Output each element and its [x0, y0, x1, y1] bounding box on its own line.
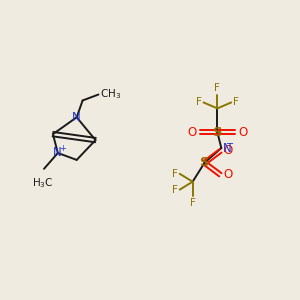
Text: O: O	[187, 126, 196, 139]
Text: −: −	[226, 139, 234, 149]
Text: F: F	[196, 98, 202, 107]
Text: F: F	[233, 98, 239, 107]
Text: N: N	[223, 142, 232, 154]
Text: F: F	[214, 82, 220, 92]
Text: O: O	[223, 168, 232, 181]
Text: N: N	[52, 146, 61, 160]
Text: CH$_3$: CH$_3$	[100, 88, 122, 101]
Text: H$_3$C: H$_3$C	[32, 176, 54, 190]
Text: O: O	[223, 145, 232, 158]
Text: O: O	[238, 126, 248, 139]
Text: S: S	[213, 126, 222, 139]
Text: F: F	[172, 184, 178, 195]
Text: F: F	[190, 198, 196, 208]
Text: F: F	[172, 169, 178, 179]
Text: S: S	[200, 156, 209, 170]
Text: N: N	[72, 111, 81, 124]
Text: +: +	[59, 143, 66, 152]
